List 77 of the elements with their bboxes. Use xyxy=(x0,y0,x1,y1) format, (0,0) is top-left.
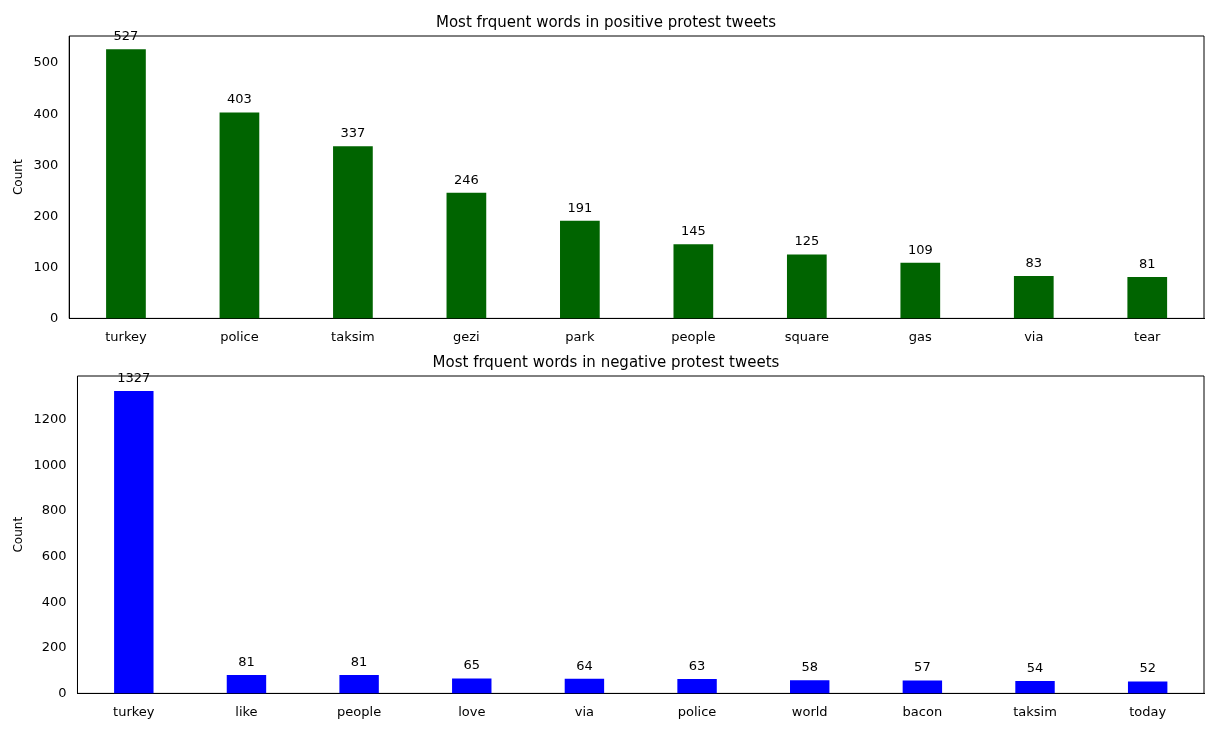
data-label: 109 xyxy=(907,241,933,257)
y-tick-label: 300 xyxy=(33,156,59,172)
bar xyxy=(1013,276,1054,319)
bar xyxy=(219,112,260,319)
y-tick-label: 600 xyxy=(41,548,67,564)
data-label: 54 xyxy=(1026,659,1044,675)
y-tick-label: 1200 xyxy=(33,411,67,427)
bar xyxy=(1015,681,1055,694)
y-tick-label: 200 xyxy=(33,207,59,223)
data-label: 57 xyxy=(914,659,931,675)
y-tick-label: 400 xyxy=(33,105,59,121)
x-tick-label: taksim xyxy=(331,328,375,344)
bar xyxy=(902,680,943,694)
data-label: 58 xyxy=(801,659,818,675)
x-tick-label: world xyxy=(791,703,828,719)
x-tick-label: tear xyxy=(1134,328,1162,344)
x-tick-label: square xyxy=(784,328,829,344)
x-tick-label: turkey xyxy=(105,328,147,344)
bar xyxy=(333,146,373,319)
bar xyxy=(339,674,379,694)
data-label: 337 xyxy=(340,125,366,141)
bar xyxy=(1127,277,1168,319)
data-label: 81 xyxy=(238,653,255,669)
bar xyxy=(564,678,605,694)
bar xyxy=(786,254,827,319)
data-label: 191 xyxy=(567,199,593,215)
x-tick-label: bacon xyxy=(902,703,943,719)
data-label: 403 xyxy=(227,91,252,107)
bar xyxy=(446,192,487,319)
y-tick-label: 0 xyxy=(58,684,67,700)
x-tick-label: people xyxy=(671,328,716,344)
data-label: 83 xyxy=(1025,254,1043,270)
x-tick-label: police xyxy=(677,703,717,719)
data-label: 145 xyxy=(680,223,706,239)
bar xyxy=(226,674,267,694)
x-tick-label: people xyxy=(337,703,382,719)
data-label: 246 xyxy=(453,171,479,187)
x-tick-label: turkey xyxy=(113,703,155,719)
bar xyxy=(900,262,941,319)
y-tick-label: 0 xyxy=(49,309,59,325)
data-label: 527 xyxy=(113,28,139,44)
x-tick-label: gas xyxy=(908,328,933,344)
bar xyxy=(452,678,492,694)
x-tick-label: today xyxy=(1129,703,1167,719)
bar xyxy=(677,679,717,694)
y-tick-label: 200 xyxy=(41,639,67,655)
x-tick-label: like xyxy=(235,703,258,719)
chart-title: Most frquent words in negative protest tweets xyxy=(432,352,780,371)
bar xyxy=(560,220,600,319)
x-tick-label: police xyxy=(220,328,259,344)
data-label: 63 xyxy=(688,657,706,673)
x-tick-label: via xyxy=(1024,328,1044,344)
x-tick-label: via xyxy=(574,703,595,719)
x-tick-label: taksim xyxy=(1013,703,1057,719)
bar xyxy=(1127,681,1168,694)
y-tick-label: 800 xyxy=(41,502,67,518)
y-tick-label: 100 xyxy=(33,258,59,274)
y-axis-title: Count xyxy=(11,516,26,553)
data-label: 52 xyxy=(1139,660,1156,676)
x-tick-label: love xyxy=(458,703,486,719)
bar xyxy=(106,49,146,319)
y-tick-label: 1000 xyxy=(33,456,67,472)
x-tick-label: park xyxy=(565,328,595,344)
bar xyxy=(114,391,154,694)
data-label: 64 xyxy=(576,657,593,673)
chart-title: Most frquent words in positive protest tweets xyxy=(435,12,777,31)
bar xyxy=(673,244,714,319)
data-label: 125 xyxy=(794,233,820,249)
data-label: 81 xyxy=(350,653,368,669)
data-label: 1327 xyxy=(117,369,151,385)
x-tick-label: gezi xyxy=(453,328,480,344)
y-tick-label: 500 xyxy=(33,54,59,70)
y-axis-title: Count xyxy=(11,159,26,196)
data-label: 65 xyxy=(463,657,481,673)
y-tick-label: 400 xyxy=(41,593,67,609)
data-label: 81 xyxy=(1138,255,1156,271)
bar xyxy=(790,680,830,694)
